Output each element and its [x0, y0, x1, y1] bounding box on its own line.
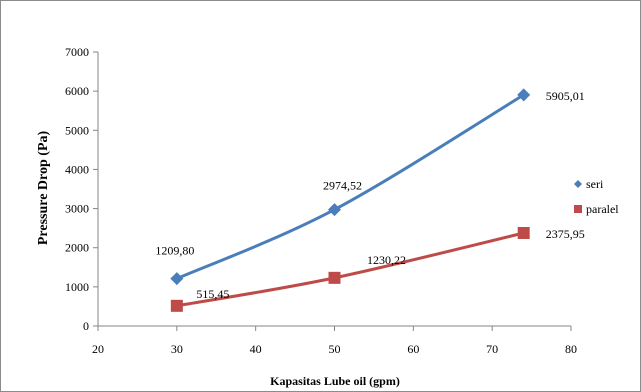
chart-series: 1209,80 2974,52 5905,01 515,45 1230,22 2375,9…: [155, 88, 585, 312]
data-label: 5905,01: [546, 89, 585, 103]
y-tick-label: 4000: [65, 162, 89, 176]
data-label: 2974,52: [323, 179, 362, 193]
x-tick-label: 80: [565, 342, 577, 356]
series-paralel: 515,45 1230,22 2375,95: [170, 226, 585, 312]
y-tick-label: 3000: [65, 202, 89, 216]
data-point-paralel: [328, 271, 341, 284]
x-axis-title: Kapasitas Lube oil (gpm): [270, 374, 400, 388]
data-point-seri: [328, 203, 341, 217]
x-tick-label: 50: [329, 342, 341, 356]
legend-marker-paralel: [574, 205, 582, 213]
x-tick-label: 20: [92, 342, 104, 356]
x-tick-label: 40: [250, 342, 262, 356]
data-point-paralel: [170, 299, 183, 312]
x-tick-label: 30: [171, 342, 183, 356]
data-point-seri: [517, 88, 531, 102]
legend-label-seri: seri: [586, 177, 604, 191]
data-label: 515,45: [196, 287, 229, 301]
chart-legend: seri paralel: [574, 177, 619, 216]
chart-axes: 0 1000 2000 3000 4000 5000 6000 7000 20 30 40 50 60 7…: [65, 45, 577, 356]
y-tick-label: 1000: [65, 280, 89, 294]
legend-label-paralel: paralel: [586, 202, 619, 216]
data-label: 2375,95: [546, 227, 585, 241]
y-axis-title: Pressure Drop (Pa): [36, 131, 51, 246]
y-tick-label: 0: [83, 319, 89, 333]
y-tick-label: 2000: [65, 241, 89, 255]
data-point-paralel: [517, 226, 530, 239]
data-point-seri: [170, 272, 184, 286]
y-tick-label: 6000: [65, 84, 89, 98]
y-tick-label: 5000: [65, 123, 89, 137]
data-label: 1209,80: [155, 244, 194, 258]
legend-marker-seri: [574, 180, 582, 188]
series-seri: 1209,80 2974,52 5905,01: [155, 88, 585, 286]
data-label: 1230,22: [367, 253, 406, 267]
x-tick-label: 60: [407, 342, 419, 356]
x-tick-label: 70: [486, 342, 498, 356]
y-tick-label: 7000: [65, 45, 89, 59]
